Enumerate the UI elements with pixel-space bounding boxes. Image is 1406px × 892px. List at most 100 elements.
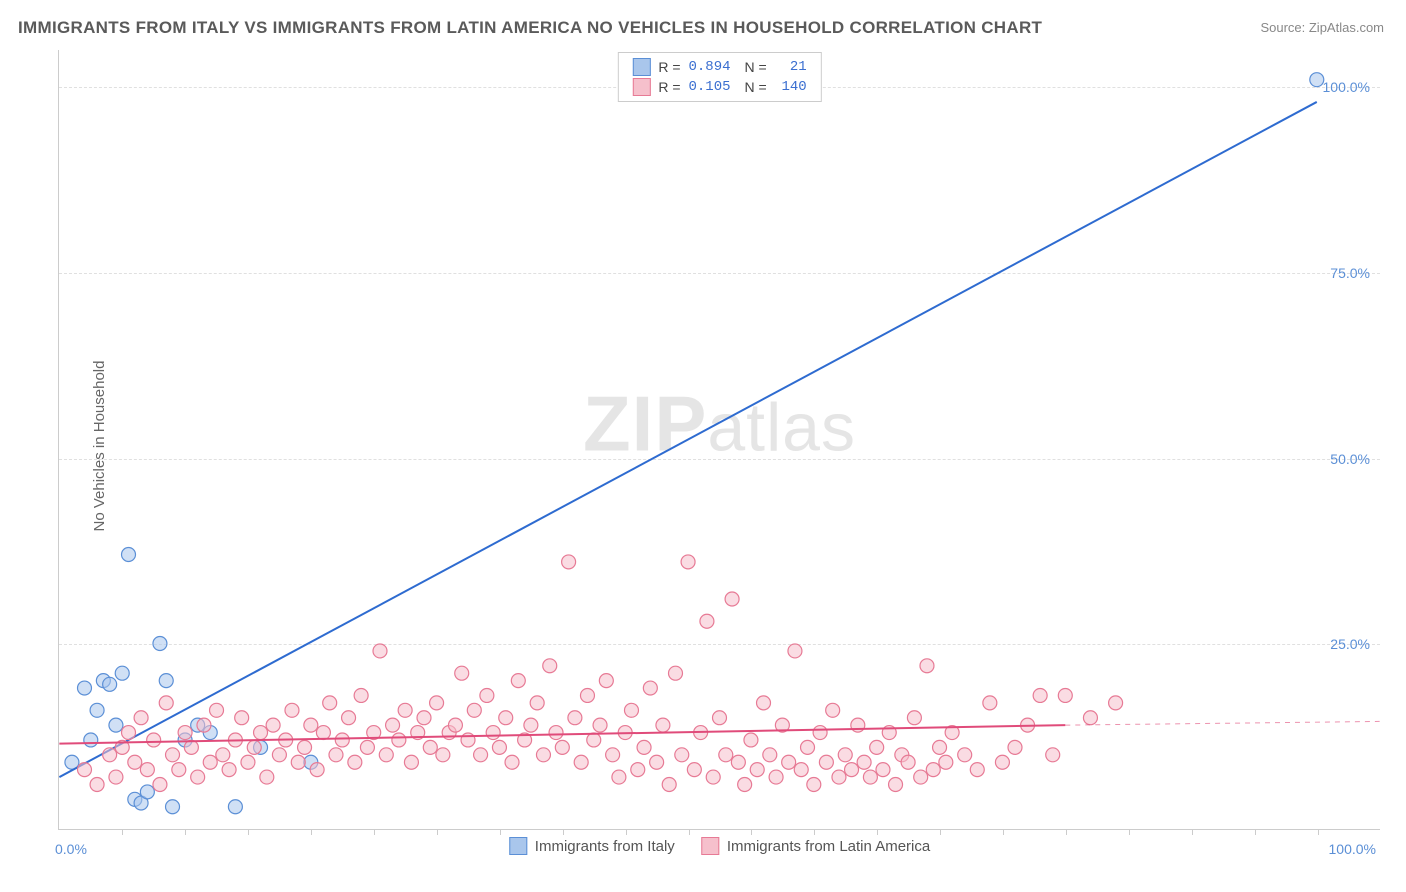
data-point bbox=[260, 770, 274, 784]
data-point bbox=[172, 763, 186, 777]
legend-n-value-latam: 140 bbox=[775, 79, 807, 95]
series-legend: Immigrants from Italy Immigrants from La… bbox=[509, 837, 930, 855]
x-tick bbox=[185, 829, 186, 835]
data-point bbox=[436, 748, 450, 762]
swatch-latam bbox=[632, 78, 650, 96]
data-point bbox=[455, 666, 469, 680]
data-point bbox=[373, 644, 387, 658]
data-point bbox=[103, 748, 117, 762]
x-tick bbox=[437, 829, 438, 835]
legend-row-latam: R = 0.105 N = 140 bbox=[632, 77, 806, 97]
data-point bbox=[549, 726, 563, 740]
x-tick bbox=[751, 829, 752, 835]
data-point bbox=[1033, 688, 1047, 702]
data-point bbox=[342, 711, 356, 725]
scatter-plot-svg bbox=[59, 50, 1380, 829]
data-point bbox=[329, 748, 343, 762]
data-point bbox=[845, 763, 859, 777]
regression-line bbox=[59, 102, 1316, 777]
x-tick bbox=[877, 829, 878, 835]
data-point bbox=[819, 755, 833, 769]
data-point bbox=[241, 755, 255, 769]
data-point bbox=[687, 763, 701, 777]
x-tick bbox=[1318, 829, 1319, 835]
x-tick bbox=[374, 829, 375, 835]
data-point bbox=[631, 763, 645, 777]
legend-n-label: N = bbox=[745, 59, 767, 75]
data-point bbox=[254, 726, 268, 740]
data-point bbox=[122, 548, 136, 562]
data-point bbox=[184, 740, 198, 754]
data-point bbox=[166, 800, 180, 814]
data-point bbox=[857, 755, 871, 769]
data-point bbox=[417, 711, 431, 725]
data-point bbox=[662, 777, 676, 791]
legend-row-italy: R = 0.894 N = 21 bbox=[632, 57, 806, 77]
data-point bbox=[247, 740, 261, 754]
data-point bbox=[933, 740, 947, 754]
data-point bbox=[159, 674, 173, 688]
data-point bbox=[499, 711, 513, 725]
correlation-legend: R = 0.894 N = 21 R = 0.105 N = 140 bbox=[617, 52, 821, 102]
data-point bbox=[794, 763, 808, 777]
data-point bbox=[568, 711, 582, 725]
data-point bbox=[109, 770, 123, 784]
data-point bbox=[285, 703, 299, 717]
data-point bbox=[398, 703, 412, 717]
data-point bbox=[901, 755, 915, 769]
data-point bbox=[725, 592, 739, 606]
data-point bbox=[782, 755, 796, 769]
data-point bbox=[668, 666, 682, 680]
x-tick bbox=[248, 829, 249, 835]
data-point bbox=[216, 748, 230, 762]
swatch-italy bbox=[632, 58, 650, 76]
data-point bbox=[480, 688, 494, 702]
data-point bbox=[505, 755, 519, 769]
x-tick bbox=[626, 829, 627, 835]
data-point bbox=[593, 718, 607, 732]
data-point bbox=[536, 748, 550, 762]
data-point bbox=[222, 763, 236, 777]
data-point bbox=[90, 777, 104, 791]
data-point bbox=[832, 770, 846, 784]
data-point bbox=[140, 785, 154, 799]
data-point bbox=[140, 763, 154, 777]
data-point bbox=[530, 696, 544, 710]
data-point bbox=[939, 755, 953, 769]
data-point bbox=[958, 748, 972, 762]
data-point bbox=[191, 770, 205, 784]
data-point bbox=[813, 726, 827, 740]
data-point bbox=[115, 666, 129, 680]
data-point bbox=[467, 703, 481, 717]
data-point bbox=[348, 755, 362, 769]
data-point bbox=[524, 718, 538, 732]
data-point bbox=[335, 733, 349, 747]
data-point bbox=[876, 763, 890, 777]
x-axis-min-label: 0.0% bbox=[55, 841, 87, 857]
data-point bbox=[78, 763, 92, 777]
data-point bbox=[197, 718, 211, 732]
data-point bbox=[769, 770, 783, 784]
data-point bbox=[304, 718, 318, 732]
data-point bbox=[763, 748, 777, 762]
data-point bbox=[587, 733, 601, 747]
data-point bbox=[870, 740, 884, 754]
data-point bbox=[650, 755, 664, 769]
data-point bbox=[474, 748, 488, 762]
data-point bbox=[423, 740, 437, 754]
data-point bbox=[574, 755, 588, 769]
data-point bbox=[386, 718, 400, 732]
legend-n-value-italy: 21 bbox=[775, 59, 807, 75]
legend-r-value-italy: 0.894 bbox=[689, 59, 737, 75]
data-point bbox=[159, 696, 173, 710]
data-point bbox=[1083, 711, 1097, 725]
data-point bbox=[360, 740, 374, 754]
data-point bbox=[826, 703, 840, 717]
swatch-italy-bottom bbox=[509, 837, 527, 855]
data-point bbox=[719, 748, 733, 762]
data-point bbox=[122, 726, 136, 740]
data-point bbox=[166, 748, 180, 762]
data-point bbox=[713, 711, 727, 725]
data-point bbox=[675, 748, 689, 762]
data-point bbox=[178, 726, 192, 740]
